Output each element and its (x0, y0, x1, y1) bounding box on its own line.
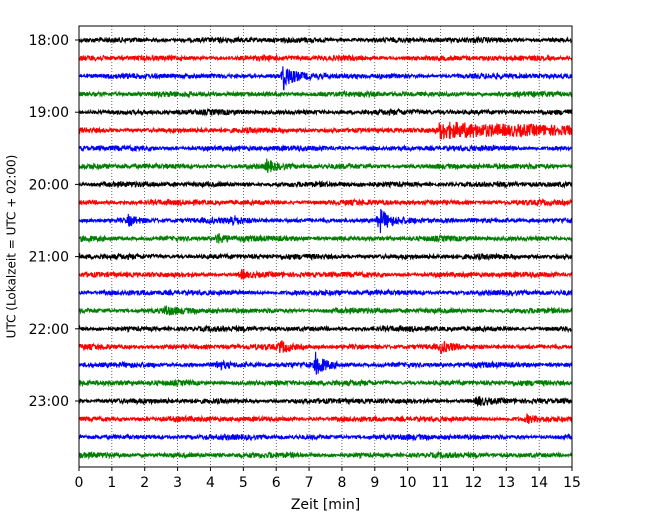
trace-2100 (78, 252, 573, 262)
trace-2230 (78, 351, 573, 375)
x-tick-label: 7 (305, 475, 314, 491)
x-tick-label: 6 (272, 475, 281, 491)
y-tick-label: 20:00 (29, 177, 69, 193)
x-tick-label: 0 (75, 475, 84, 491)
trace-1915 (78, 121, 573, 140)
trace-2130 (78, 288, 573, 298)
trace-1800 (78, 35, 573, 45)
trace-2345 (78, 450, 573, 460)
x-axis-ticks: 0 1 2 3 4 5 6 7 8 9 10 11 12 13 14 15 (75, 467, 581, 491)
y-tick-label: 21:00 (29, 250, 69, 266)
trace-2215 (78, 340, 573, 354)
trace-1945 (78, 158, 573, 174)
x-tick-label: 9 (370, 475, 379, 491)
x-tick-label: 5 (239, 475, 248, 491)
y-axis-label: UTC (Lokalzeit = UTC + 02:00) (5, 155, 19, 339)
y-tick-label: 18:00 (29, 33, 69, 49)
trace-2030 (78, 208, 573, 234)
trace-1930 (78, 143, 573, 153)
trace-2000 (78, 179, 573, 189)
trace-2145 (78, 304, 573, 316)
trace-2115 (78, 268, 573, 281)
x-tick-label: 14 (530, 475, 548, 491)
seismic-traces (78, 35, 573, 460)
x-tick-label: 8 (337, 475, 346, 491)
y-tick-label: 22:00 (29, 322, 69, 338)
trace-1845 (78, 89, 573, 99)
x-tick-label: 12 (464, 475, 482, 491)
trace-2200 (78, 324, 573, 334)
trace-2245 (78, 378, 573, 388)
trace-2015 (78, 197, 573, 207)
plot-frame (78, 25, 573, 468)
x-tick-label: 13 (497, 475, 515, 491)
x-tick-label: 4 (206, 475, 215, 491)
trace-1815 (78, 53, 573, 63)
x-tick-label: 15 (563, 475, 581, 491)
y-tick-label: 19:00 (29, 105, 69, 121)
trace-1900 (78, 107, 573, 117)
y-tick-label: 23:00 (29, 394, 69, 410)
x-tick-label: 10 (399, 475, 417, 491)
trace-2315 (78, 413, 573, 424)
trace-2045 (78, 233, 573, 244)
x-tick-label: 1 (107, 475, 116, 491)
trace-2330 (78, 432, 573, 442)
x-tick-label: 11 (432, 475, 450, 491)
y-axis-ticks: 18:00 19:00 20:00 21:00 22:00 23:00 (29, 33, 79, 410)
x-axis-label: Zeit [min] (291, 497, 360, 513)
trace-1830 (78, 66, 573, 91)
x-tick-label: 2 (140, 475, 149, 491)
trace-2300 (78, 396, 573, 408)
x-tick-label: 3 (173, 475, 182, 491)
